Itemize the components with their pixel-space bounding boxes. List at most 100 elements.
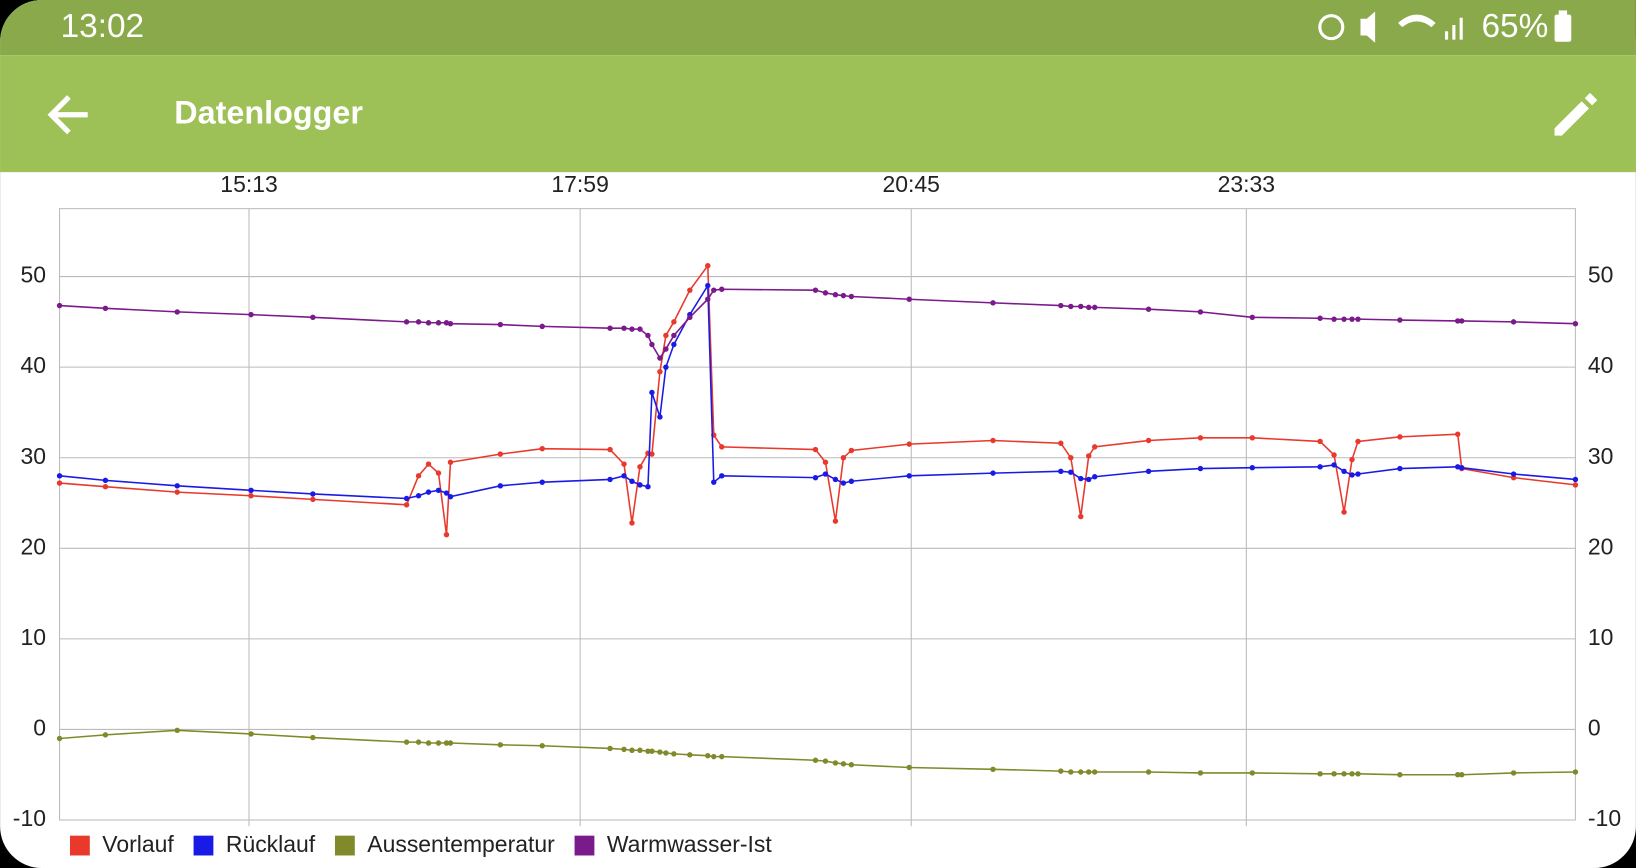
- data-point: [822, 459, 829, 465]
- data-point: [848, 478, 855, 484]
- edit-button[interactable]: [1554, 92, 1598, 136]
- legend-label: Aussentemperatur: [367, 831, 555, 857]
- data-point: [687, 314, 693, 321]
- data-point: [1197, 770, 1204, 776]
- data-point: [822, 290, 829, 296]
- data-point: [1068, 303, 1074, 310]
- app-title: Datenlogger: [174, 94, 363, 130]
- data-point: [657, 749, 663, 755]
- data-point: [621, 461, 627, 467]
- y2-tick-label: 50: [1588, 262, 1614, 288]
- data-point: [1341, 316, 1347, 322]
- data-point: [848, 447, 855, 454]
- data-point: [435, 470, 442, 476]
- data-point: [56, 480, 63, 486]
- data-point: [1197, 465, 1204, 472]
- data-point: [906, 764, 912, 771]
- data-point: [1349, 316, 1355, 322]
- data-point: [1078, 303, 1084, 310]
- legend-swatch: [574, 835, 595, 856]
- data-point: [435, 487, 442, 494]
- data-point: [248, 487, 254, 494]
- data-point: [607, 446, 613, 453]
- data-point: [663, 332, 669, 339]
- data-point: [1068, 769, 1074, 775]
- data-point: [657, 414, 663, 420]
- data-point: [1510, 770, 1517, 776]
- data-point: [1355, 471, 1361, 477]
- data-point: [711, 753, 717, 760]
- data-point: [248, 493, 254, 499]
- data-point: [102, 477, 109, 484]
- data-point: [705, 282, 711, 289]
- data-point: [1086, 304, 1092, 311]
- data-point: [840, 455, 847, 461]
- data-point: [711, 287, 717, 293]
- data-point: [1355, 771, 1361, 777]
- data-point: [1249, 435, 1256, 441]
- data-point: [1078, 769, 1084, 775]
- data-point: [1092, 444, 1098, 450]
- data-point: [621, 325, 627, 331]
- data-point: [539, 323, 545, 330]
- legend-swatch: [193, 835, 214, 856]
- data-point: [906, 296, 912, 302]
- data-point: [671, 319, 677, 325]
- data-point: [1572, 476, 1579, 483]
- data-point: [832, 760, 839, 766]
- data-point: [848, 293, 855, 300]
- data-point: [840, 480, 847, 486]
- data-point: [649, 748, 655, 754]
- data-point: [812, 757, 819, 763]
- y-tick-label: 20: [20, 533, 46, 559]
- data-point: [663, 346, 669, 352]
- data-point: [1459, 772, 1465, 778]
- data-point: [822, 471, 829, 477]
- data-point: [1459, 464, 1465, 471]
- status-bar: [0, 0, 1636, 56]
- data-point: [621, 746, 627, 753]
- data-point: [629, 747, 635, 753]
- data-point: [657, 368, 663, 375]
- data-point: [447, 459, 454, 465]
- x-tick-label: 23:33: [1218, 171, 1275, 197]
- data-point: [403, 502, 410, 508]
- data-point: [403, 739, 410, 745]
- data-point: [1572, 320, 1579, 327]
- status-time: 13:02: [61, 8, 145, 45]
- data-point: [1317, 771, 1323, 777]
- data-point: [1341, 468, 1347, 475]
- data-point: [1317, 464, 1323, 470]
- y2-tick-label: 30: [1588, 443, 1614, 469]
- data-point: [174, 483, 180, 489]
- data-point: [497, 451, 504, 457]
- data-point: [832, 476, 839, 483]
- data-point: [637, 482, 643, 488]
- data-point: [1249, 770, 1256, 776]
- data-point: [1355, 438, 1361, 445]
- back-button[interactable]: [47, 95, 88, 135]
- data-point: [840, 761, 847, 767]
- data-point: [645, 332, 651, 339]
- data-point: [1249, 464, 1256, 471]
- data-point: [1092, 769, 1098, 775]
- data-point: [711, 479, 717, 485]
- data-point: [248, 311, 254, 318]
- data-point: [1331, 771, 1337, 777]
- data-point: [705, 296, 711, 302]
- data-point: [832, 518, 839, 524]
- data-point: [719, 444, 725, 450]
- data-point: [539, 445, 545, 452]
- data-point: [1349, 472, 1355, 478]
- data-point: [1092, 474, 1098, 480]
- data-point: [1317, 438, 1323, 445]
- data-point: [990, 300, 996, 306]
- data-point: [687, 752, 693, 758]
- y-tick-label: 0: [33, 715, 46, 741]
- x-tick-label: 20:45: [883, 171, 940, 197]
- data-point: [649, 341, 655, 348]
- data-point: [705, 263, 711, 269]
- data-point: [1397, 772, 1403, 778]
- y-tick-label: 30: [20, 443, 46, 469]
- status-battery-text: 65%: [1481, 8, 1548, 45]
